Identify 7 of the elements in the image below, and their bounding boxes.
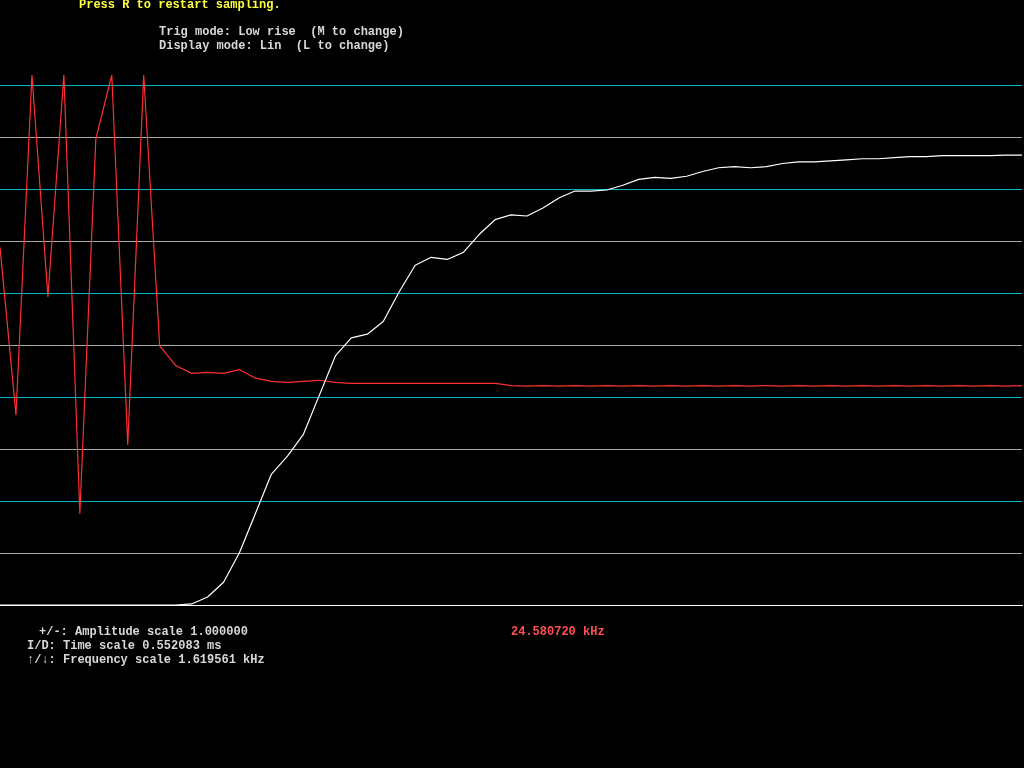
text: I/D: Time scale 0.552083 ms bbox=[27, 639, 222, 653]
text: +/-: Amplitude scale 1.000000 bbox=[39, 625, 248, 639]
text: 24.580720 kHz bbox=[511, 625, 605, 639]
text: Display mode: Lin (L to change) bbox=[159, 39, 390, 53]
text: Trig mode: Low rise (M to change) bbox=[159, 25, 404, 39]
text: Press R to restart sampling. bbox=[79, 0, 281, 12]
text: ↑/↓: Frequency scale 1.619561 kHz bbox=[27, 653, 265, 667]
